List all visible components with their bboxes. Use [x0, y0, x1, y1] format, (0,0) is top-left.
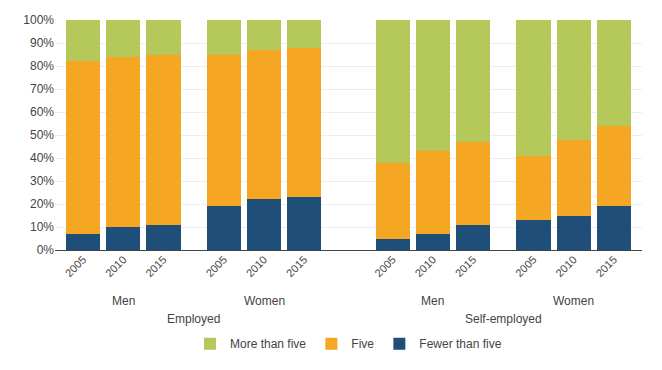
- svg-text:20%: 20%: [30, 197, 54, 211]
- svg-text:2015: 2015: [593, 253, 619, 279]
- svg-text:2010: 2010: [244, 253, 270, 279]
- svg-text:2005: 2005: [372, 253, 398, 279]
- svg-text:2005: 2005: [513, 253, 539, 279]
- svg-text:2005: 2005: [63, 253, 89, 279]
- svg-text:Five: Five: [351, 337, 374, 351]
- svg-text:Self-employed: Self-employed: [465, 312, 542, 326]
- svg-text:2010: 2010: [412, 253, 438, 279]
- svg-text:2015: 2015: [143, 253, 169, 279]
- svg-text:40%: 40%: [30, 151, 54, 165]
- svg-text:Women: Women: [553, 294, 594, 308]
- svg-text:Fewer than five: Fewer than five: [419, 337, 501, 351]
- svg-text:90%: 90%: [30, 36, 54, 50]
- svg-text:2015: 2015: [453, 253, 479, 279]
- svg-text:2010: 2010: [103, 253, 129, 279]
- svg-text:30%: 30%: [30, 174, 54, 188]
- svg-text:0%: 0%: [37, 243, 55, 257]
- svg-text:Men: Men: [421, 294, 444, 308]
- svg-text:Men: Men: [112, 294, 135, 308]
- svg-text:Employed: Employed: [167, 312, 220, 326]
- svg-text:80%: 80%: [30, 59, 54, 73]
- svg-text:50%: 50%: [30, 128, 54, 142]
- svg-text:100%: 100%: [23, 13, 54, 27]
- svg-text:10%: 10%: [30, 220, 54, 234]
- svg-text:More than five: More than five: [230, 337, 306, 351]
- svg-text:2005: 2005: [203, 253, 229, 279]
- svg-text:Women: Women: [244, 294, 285, 308]
- svg-text:70%: 70%: [30, 82, 54, 96]
- svg-text:2010: 2010: [553, 253, 579, 279]
- svg-text:2015: 2015: [284, 253, 310, 279]
- svg-text:60%: 60%: [30, 105, 54, 119]
